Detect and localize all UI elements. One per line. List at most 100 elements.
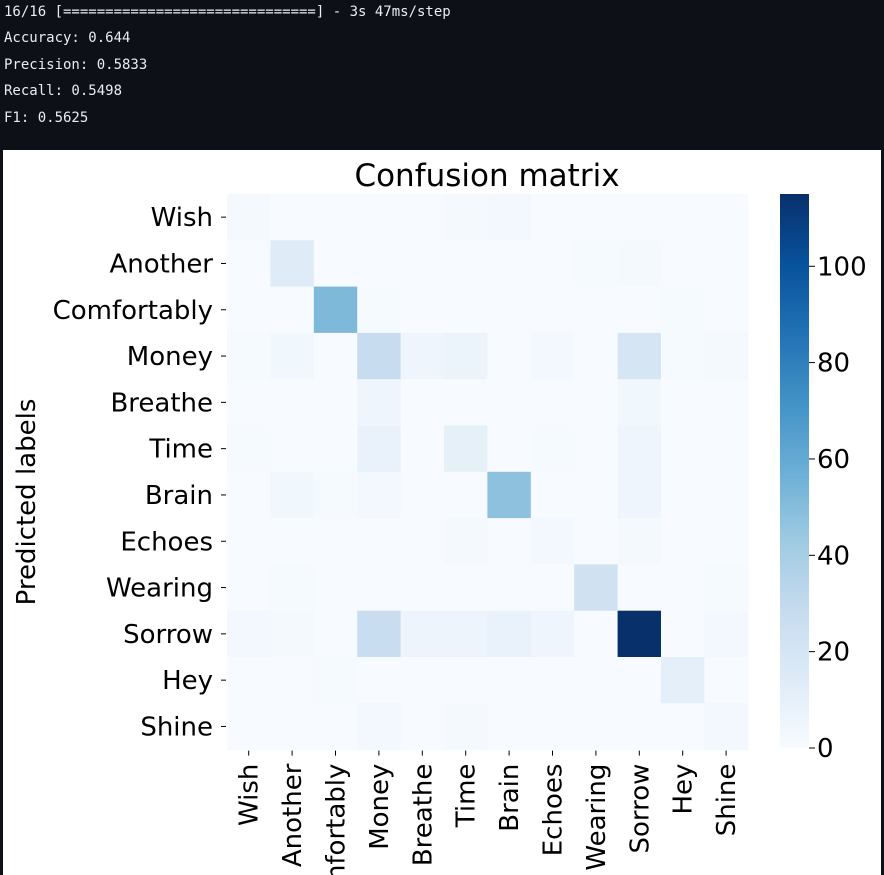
heatmap-cell [574,564,619,612]
heatmap-cell [661,286,705,334]
heatmap-cell [617,194,662,241]
heatmap-cell [574,425,619,473]
colorbar-tick-label: 0 [817,734,834,764]
heatmap-cell [444,379,488,427]
colorbar-tick-label: 40 [817,541,850,571]
heatmap-cell [617,703,662,751]
heatmap-cell [487,657,532,704]
heatmap-cell [400,332,445,380]
heatmap-cell [574,518,619,565]
heatmap-cell [444,518,488,565]
heatmap-cell [444,703,488,751]
heatmap-cell [530,471,575,519]
heatmap-cell [704,564,749,612]
colorbar-ticks: 0 20 40 60 80 100 [809,252,867,764]
heatmap-cell [661,332,705,380]
heatmap-cell [704,471,749,519]
heatmap-cell [704,703,749,751]
heatmap-cell [270,610,315,658]
y-tick-label: Wish [151,203,213,233]
heatmap-cell [444,610,488,658]
heatmap-cell [313,286,358,334]
heatmap-cell [357,657,402,704]
heatmap-cell [357,518,402,565]
y-tick-label: Time [148,435,213,465]
heatmap-cell [400,657,445,704]
y-tick-label: Sorrow [123,620,213,650]
heatmap-cell [270,425,315,473]
heatmap-cell [704,332,749,380]
console-output: 16/16 [==============================] -… [0,0,884,148]
heatmap-cell [661,379,705,427]
heatmap-cells [227,194,749,751]
heatmap-cell [617,332,662,380]
heatmap-cell [357,379,402,427]
heatmap-cell [444,425,488,473]
heatmap-cell [313,332,358,380]
heatmap-cell [270,332,315,380]
heatmap-cell [400,240,445,288]
y-tick-label: Echoes [120,527,213,557]
heatmap-cell [400,703,445,751]
heatmap-cell [574,240,619,288]
heatmap-cell [487,564,532,612]
heatmap-cell [704,379,749,427]
recall-line: Recall: 0.5498 [4,83,123,99]
heatmap-cell [530,425,575,473]
heatmap-cell [661,703,705,751]
heatmap-cell [704,240,749,288]
x-tick-label: Breathe [408,764,438,867]
heatmap-cell [617,379,662,427]
heatmap-cell [487,332,532,380]
heatmap-cell [487,471,532,519]
heatmap-cell [487,286,532,334]
heatmap-cell [574,379,619,427]
heatmap-cell [313,564,358,612]
heatmap-cell [661,471,705,519]
heatmap-cell [357,425,402,473]
heatmap-cell [400,286,445,334]
y-tick-label: Brain [145,481,213,511]
heatmap-cell [270,286,315,334]
heatmap-cell [574,286,619,334]
y-tick-label: Wearing [106,574,213,604]
y-tick-labels: Wish Another Comfortably Money Breathe Time Br… [53,203,226,742]
heatmap-cell [357,194,402,241]
heatmap-cell [617,471,662,519]
heatmap-cell [400,518,445,565]
heatmap-cell [227,240,271,288]
heatmap-cell [444,332,488,380]
heatmap-cell [487,518,532,565]
y-tick-label: Shine [140,712,213,742]
y-tick-label: Comfortably [53,296,213,326]
heatmap-cell [357,471,402,519]
accuracy-line: Accuracy: 0.644 [4,30,131,46]
heatmap-cell [704,194,749,241]
heatmap-cell [661,194,705,241]
heatmap-cell [574,471,619,519]
heatmap-cell [617,610,662,658]
colorbar-tick-label: 60 [817,445,850,475]
heatmap-cell [400,194,445,241]
heatmap-cell [530,610,575,658]
heatmap-cell [704,657,749,704]
heatmap-cell [313,194,358,241]
x-tick-label: Brain [495,764,525,832]
heatmap-cell [357,240,402,288]
heatmap-cell [313,703,358,751]
heatmap-cell [357,332,402,380]
colorbar [780,194,809,748]
heatmap-cell [227,610,271,658]
colorbar-tick-label: 80 [817,349,850,379]
heatmap-cell [400,564,445,612]
heatmap-cell [444,240,488,288]
heatmap-cell [617,518,662,565]
heatmap-cell [530,332,575,380]
x-tick-label: Wearing [582,764,612,871]
heatmap-cell [661,518,705,565]
heatmap-cell [357,610,402,658]
heatmap-cell [227,471,271,519]
heatmap-cell [530,657,575,704]
heatmap-cell [574,332,619,380]
x-tick-label: Sorrow [625,764,655,854]
